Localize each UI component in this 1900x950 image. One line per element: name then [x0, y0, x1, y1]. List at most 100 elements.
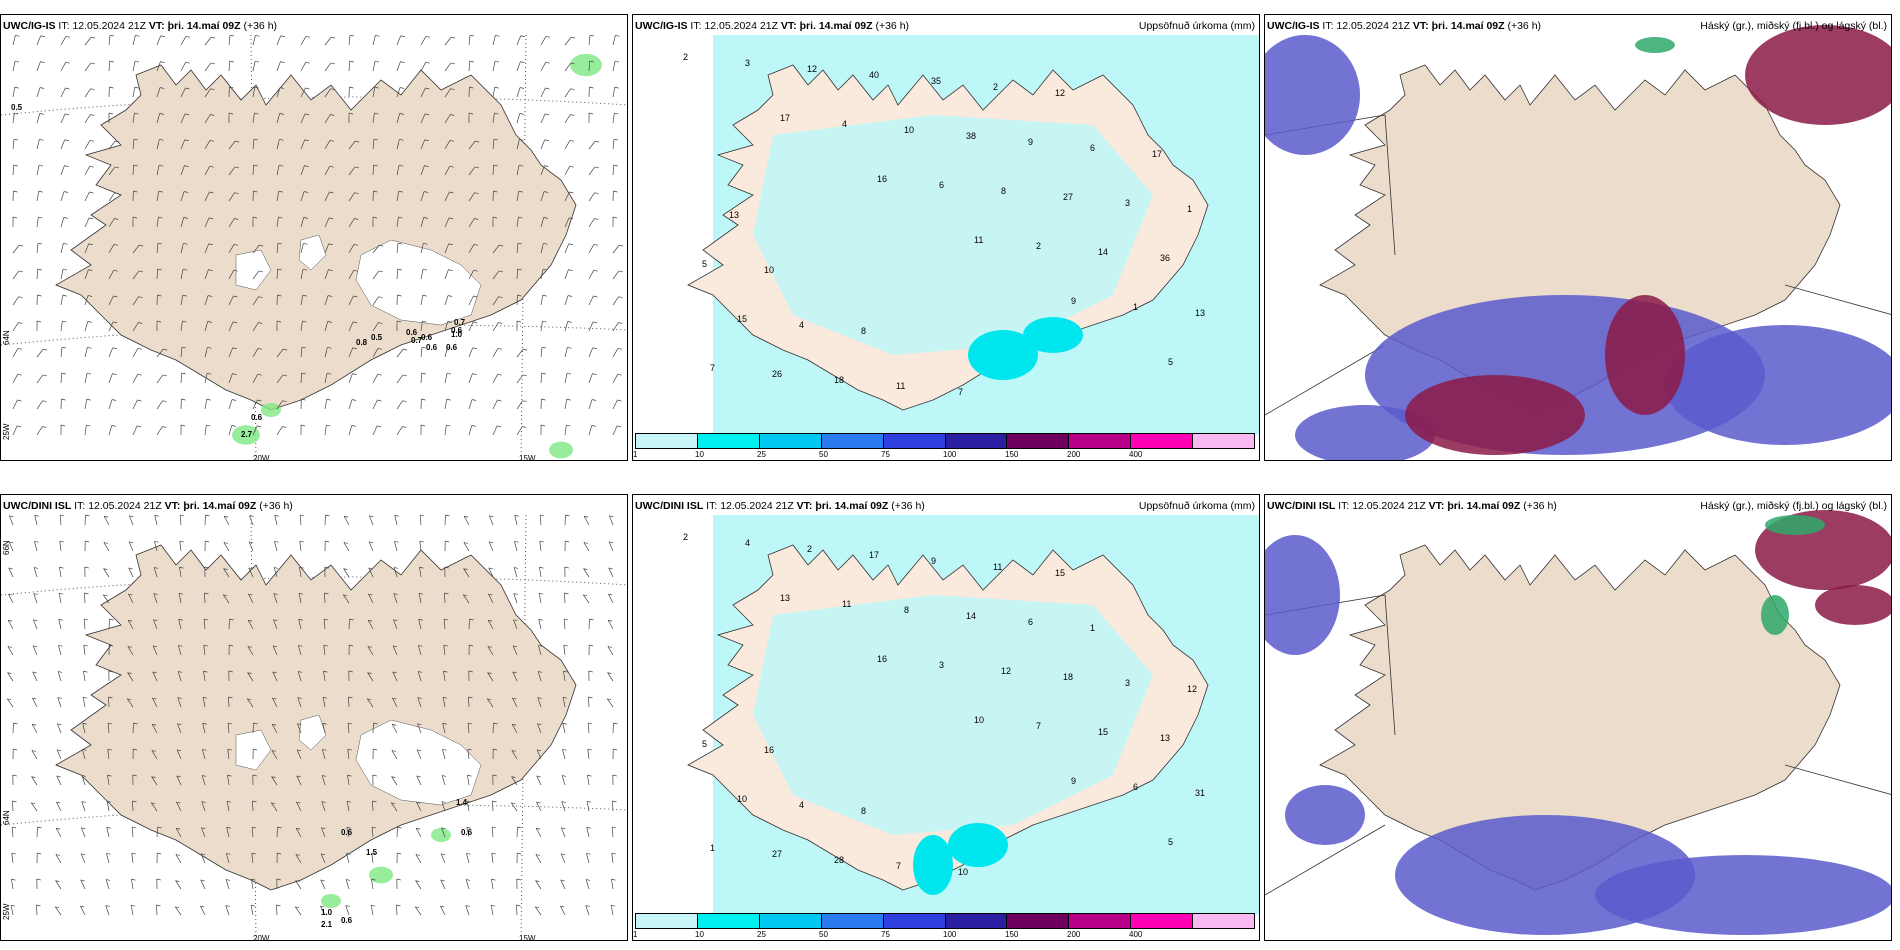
wind-barb: [564, 166, 571, 176]
wind-barb-flag: [491, 904, 496, 907]
wind-barb-flag: [207, 321, 212, 323]
wind-barb-flag: [114, 166, 119, 169]
wind-barb: [108, 270, 115, 280]
wind-barb-flag: [345, 879, 351, 881]
wind-barb: [156, 217, 159, 228]
heavy-precip-area: [948, 823, 1008, 867]
wind-barb: [348, 618, 350, 630]
wind-barb: [8, 541, 14, 552]
wind-barb-flag: [607, 698, 612, 701]
wind-barb: [11, 827, 14, 838]
wind-barb-flag: [543, 217, 548, 219]
precip-value: 3: [1125, 198, 1130, 208]
wind-barb: [444, 114, 451, 124]
wind-barb-flag: [112, 321, 118, 324]
wind-barb-flag: [522, 374, 527, 377]
wind-barb-flag: [297, 749, 302, 752]
wind-barb-flag: [418, 645, 423, 647]
wind-barb-flag: [425, 87, 430, 90]
precip-value: 8: [861, 806, 866, 816]
wind-barb-flag: [232, 321, 238, 324]
parallel-line: [1, 804, 627, 826]
wind-barb: [271, 776, 278, 786]
wind-barb: [491, 879, 494, 890]
wind-barb: [294, 906, 302, 916]
no-precip-area: [633, 35, 713, 435]
wind-barb: [108, 347, 114, 358]
wind-barb-flag: [33, 619, 38, 622]
wind-barb: [132, 296, 139, 306]
panel-precip-igis: UWC/IG-IS IT: 12.05.2024 21Z VT: þri. 14…: [632, 14, 1260, 461]
wind-barb-flag: [160, 61, 165, 63]
glacier: [355, 719, 482, 806]
wind-barb: [416, 775, 422, 786]
wind-barb: [419, 541, 422, 552]
wind-barb: [300, 87, 306, 98]
wind-barb-flag: [494, 60, 500, 63]
wind-barb: [586, 827, 590, 838]
wind-barb: [586, 801, 590, 812]
wind-barb-flag: [272, 697, 277, 700]
wind-barb: [33, 567, 38, 578]
wind-barb-flag: [39, 113, 44, 115]
wind-barb: [156, 35, 162, 46]
wind-barb-flag: [493, 748, 498, 751]
wind-barb-flag: [469, 86, 474, 89]
wind-barb-flag: [184, 191, 189, 193]
graticule: [1, 34, 627, 460]
wind-barb-flag: [153, 593, 158, 595]
wind-barb-flag: [494, 112, 499, 115]
wind-barb: [12, 322, 19, 332]
wind-barb-flag: [450, 114, 455, 116]
wind-barb-flag: [233, 295, 238, 298]
wind-barb-flag: [398, 216, 403, 219]
wind-barb-flag: [449, 165, 454, 168]
wind-barb-flag: [419, 540, 424, 543]
wind-barb: [7, 646, 14, 656]
wind-barb-flag: [536, 827, 541, 830]
precip-value: 1: [1090, 623, 1095, 633]
wind-barb-flag: [324, 592, 329, 595]
wind-barb: [538, 593, 542, 604]
wind-barb-flag: [111, 425, 116, 427]
wind-barb-flag: [138, 322, 143, 324]
wind-barb-flag: [153, 619, 158, 622]
wind-barb-flag: [273, 593, 278, 595]
wind-barb-flag: [514, 541, 519, 543]
wind-barb-flag: [541, 372, 546, 375]
wind-barb-flag: [346, 853, 351, 855]
wind-barb: [612, 296, 619, 306]
wind-barb-flag: [107, 800, 112, 803]
glacier: [298, 714, 327, 751]
wind-barb: [443, 619, 446, 630]
wind-barb-flag: [373, 138, 379, 141]
wind-barb: [466, 853, 470, 864]
wind-barb: [562, 749, 566, 760]
wind-barb: [272, 671, 278, 682]
wind-barb-flag: [372, 774, 377, 777]
wind-barb-flag: [280, 35, 285, 38]
wind-barb: [368, 593, 374, 604]
colorbar-swatch: [821, 434, 884, 448]
wind-barb-flag: [57, 723, 62, 726]
wind-barb-flag: [511, 750, 516, 752]
wind-barb-flag: [17, 373, 22, 376]
wind-barb: [151, 776, 158, 786]
wind-barb-flag: [517, 826, 522, 829]
wind-barb-flag: [228, 112, 234, 115]
precip-value: 6: [1090, 143, 1095, 153]
wind-barb-flag: [33, 567, 39, 569]
precip-value: 2: [683, 532, 688, 542]
wind-barb-flag: [176, 801, 181, 804]
wind-barb: [59, 515, 62, 526]
wind-barb-flag: [567, 346, 572, 349]
wind-barb-flag: [402, 374, 407, 377]
wind-barb-flag: [593, 244, 599, 246]
wind-barb: [153, 593, 158, 604]
wind-barb-flag: [415, 880, 420, 882]
wind-barb-flag: [276, 878, 281, 881]
wind-barb: [176, 749, 182, 760]
wind-barb: [492, 425, 498, 436]
wind-barb: [58, 645, 62, 656]
wind-barb-flag: [594, 192, 599, 195]
